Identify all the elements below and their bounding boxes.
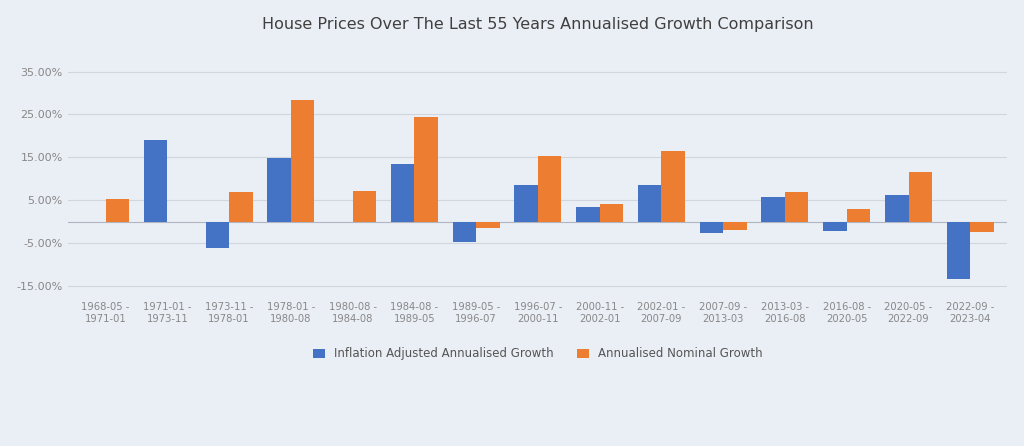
Bar xyxy=(415,117,438,222)
Bar xyxy=(352,191,376,222)
Bar xyxy=(638,185,662,222)
Bar xyxy=(885,195,908,222)
Title: House Prices Over The Last 55 Years Annualised Growth Comparison: House Prices Over The Last 55 Years Annu… xyxy=(262,17,814,32)
Bar xyxy=(291,99,314,222)
Bar xyxy=(908,172,932,222)
Bar xyxy=(391,164,415,222)
Bar xyxy=(453,222,476,242)
Bar xyxy=(947,222,971,279)
Bar xyxy=(971,222,993,232)
Bar xyxy=(847,209,870,222)
Bar xyxy=(723,222,746,230)
Bar xyxy=(538,156,561,222)
Bar xyxy=(143,140,167,222)
Bar xyxy=(662,151,685,222)
Bar xyxy=(105,199,129,222)
Bar xyxy=(514,185,538,222)
Bar xyxy=(206,222,229,248)
Bar xyxy=(476,222,500,228)
Bar xyxy=(600,204,624,222)
Bar xyxy=(785,192,808,222)
Bar xyxy=(577,207,600,222)
Bar xyxy=(229,192,253,222)
Bar xyxy=(762,197,785,222)
Bar xyxy=(267,158,291,222)
Bar xyxy=(699,222,723,233)
Legend: Inflation Adjusted Annualised Growth, Annualised Nominal Growth: Inflation Adjusted Annualised Growth, An… xyxy=(308,343,768,365)
Bar xyxy=(823,222,847,231)
